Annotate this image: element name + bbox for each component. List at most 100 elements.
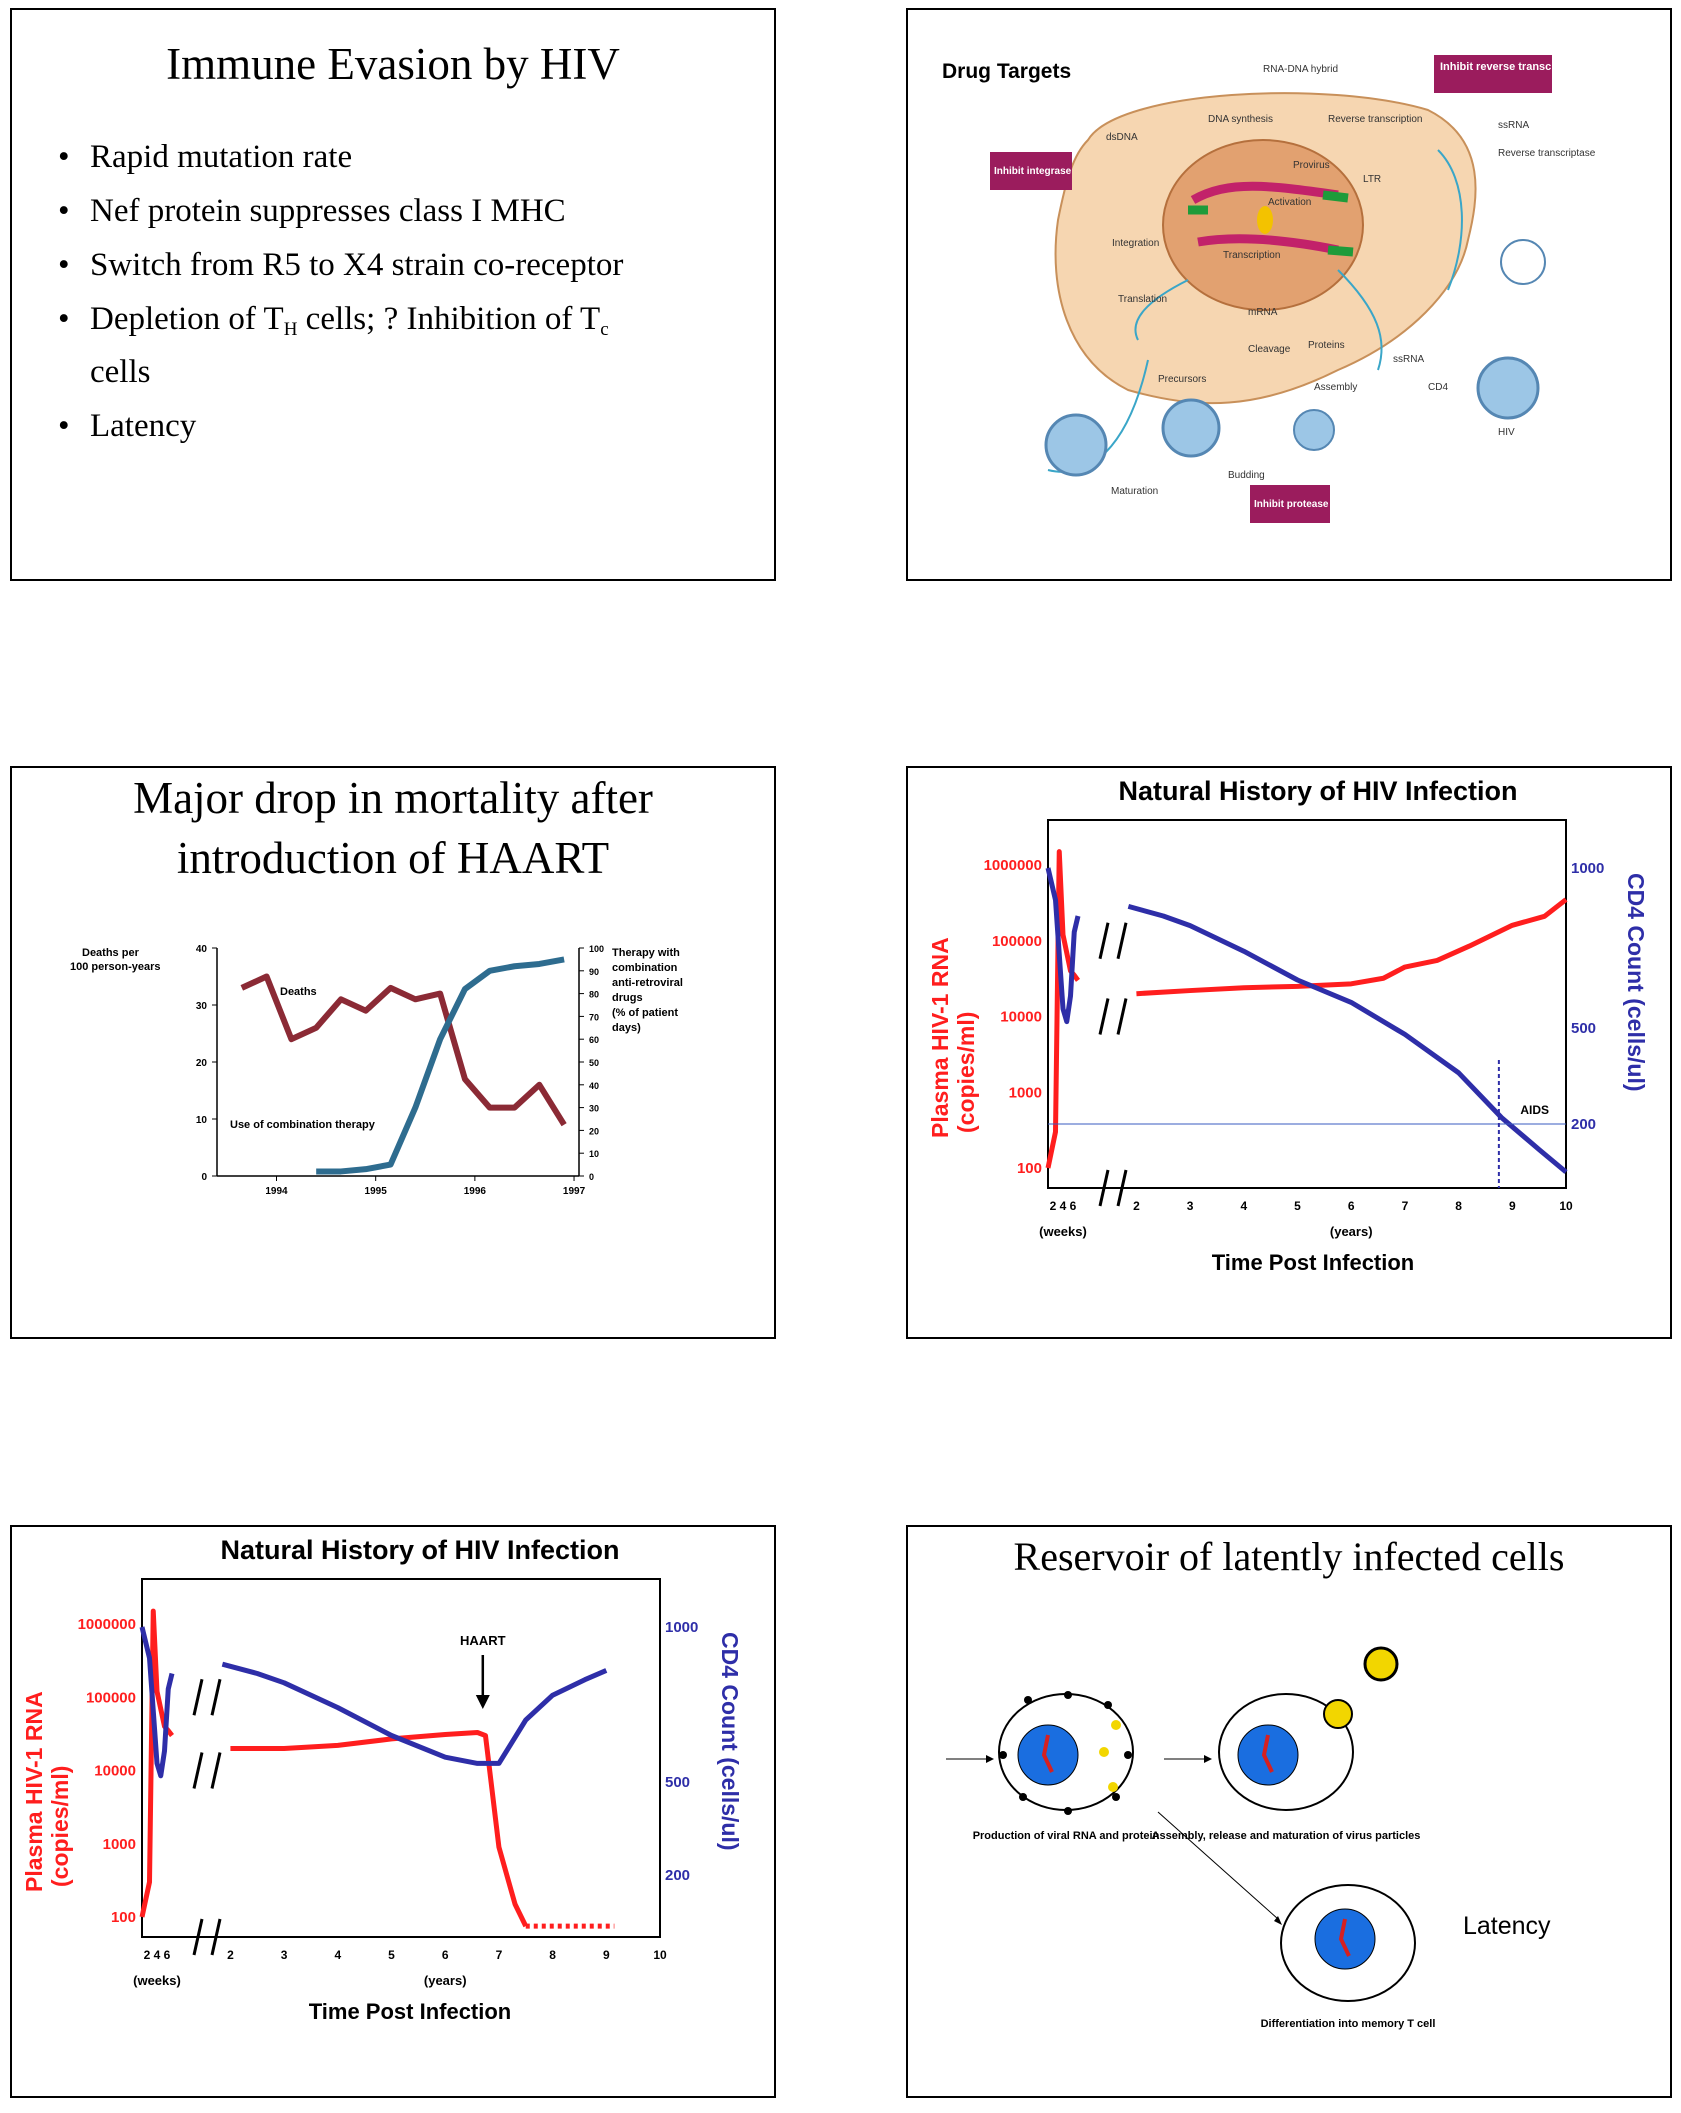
label: Transcription xyxy=(1223,250,1280,261)
right-tick-label: 1000 xyxy=(1571,860,1604,877)
label: CD4 xyxy=(1428,382,1448,393)
label: Reverse transcription xyxy=(1328,114,1422,125)
subscript-text: c xyxy=(600,319,609,340)
viral-proteins xyxy=(1099,1720,1121,1792)
label: Translation xyxy=(1118,294,1167,305)
x-tick-year: 4 xyxy=(1240,1199,1247,1213)
virion-assembly xyxy=(1293,409,1335,451)
mature-virion xyxy=(1363,1646,1399,1682)
label: Provirus xyxy=(1293,160,1330,171)
hiv-lifecycle-diagram: Drug Targets Inhibit reverse transcripti… xyxy=(942,55,1596,523)
x-tick-year: 7 xyxy=(496,1948,503,1962)
left-y-label: (copies/ml) xyxy=(953,1012,979,1133)
x-tick-year: 3 xyxy=(281,1948,288,1962)
break-mark-middle xyxy=(210,1752,222,1789)
left-tick-label: 10 xyxy=(196,1115,208,1126)
latency-label: Latency xyxy=(1463,1912,1551,1940)
left-y-label: (copies/ml) xyxy=(47,1766,73,1887)
label: Precursors xyxy=(1158,374,1206,385)
slide-title-line1: Major drop in mortality after xyxy=(133,773,653,823)
right-tick-label: 90 xyxy=(589,967,599,977)
cd4-line-early xyxy=(1045,867,1081,1025)
left-tick-label: 30 xyxy=(196,1001,208,1012)
latency-diagram: Production of viral RNA and protein Asse… xyxy=(946,1646,1551,2030)
right-axis-label: anti-retroviral xyxy=(612,977,683,989)
x-tick-year: 8 xyxy=(549,1948,556,1962)
left-tick-label: 1000 xyxy=(103,1836,136,1853)
right-y-label: CD4 Count (cells/ul) xyxy=(717,1632,743,1851)
break-mark-upper xyxy=(1098,922,1110,960)
natural-history-haart-chart: Natural History of HIV Infection Plasma … xyxy=(21,1535,743,2024)
break-mark-middle xyxy=(1116,998,1128,1035)
left-tick-label: 40 xyxy=(196,944,208,955)
membrane-proteins xyxy=(999,1691,1132,1815)
ltr-segment xyxy=(1322,190,1349,203)
x-tick-label: 1994 xyxy=(265,1186,288,1197)
bullet-item: Rapid mutation rate xyxy=(42,136,623,178)
label: Maturation xyxy=(1111,486,1158,497)
series-label-deaths: Deaths xyxy=(280,986,317,998)
break-mark-middle xyxy=(192,1752,204,1789)
badge-text: Inhibit reverse transcription xyxy=(1440,61,1586,73)
diagram-labels: RNA-DNA hybrid DNA synthesis Reverse tra… xyxy=(1106,64,1596,497)
left-tick-label: 1000000 xyxy=(78,1616,136,1633)
right-axis-label: combination xyxy=(612,962,678,974)
series-label-therapy: Use of combination therapy xyxy=(230,1119,376,1131)
left-axis-label: 100 person-years xyxy=(70,961,161,973)
slide-reservoir: Reservoir of latently infected cells Pro… xyxy=(906,1525,1672,2098)
break-mark-bottom xyxy=(210,1918,222,1956)
right-axis-label: days) xyxy=(612,1022,641,1034)
x-tick-year: 2 xyxy=(1133,1199,1140,1213)
right-y-label: CD4 Count (cells/ul) xyxy=(1623,873,1649,1092)
right-tick-label: 200 xyxy=(665,1867,690,1884)
mortality-chart: Deaths per 100 person-years Therapy with… xyxy=(70,944,683,1197)
series-line xyxy=(240,973,567,1127)
label: Assembly xyxy=(1314,382,1357,393)
right-tick-label: 30 xyxy=(589,1104,599,1114)
x-tick-year: 6 xyxy=(442,1948,449,1962)
x-tick-label: 1997 xyxy=(563,1186,586,1197)
break-mark-bottom xyxy=(192,1918,204,1956)
right-tick-label: 200 xyxy=(1571,1116,1596,1133)
weeks-label: (weeks) xyxy=(133,1973,181,1988)
x-tick-weeks: 2 4 6 xyxy=(144,1948,171,1962)
break-mark-upper xyxy=(1116,922,1128,960)
virion-entering xyxy=(1500,239,1546,285)
x-axis-label: Time Post Infection xyxy=(1212,1250,1415,1275)
bullet-text: cells xyxy=(90,354,151,390)
label: Budding xyxy=(1228,470,1265,481)
activation-factor xyxy=(1257,206,1273,234)
right-tick-label: 500 xyxy=(1571,1020,1596,1037)
right-tick-label: 100 xyxy=(589,944,604,954)
x-tick-year: 6 xyxy=(1348,1199,1355,1213)
left-tick-label: 100 xyxy=(111,1909,136,1926)
label: Activation xyxy=(1268,197,1311,208)
right-axis-label: Therapy with xyxy=(612,947,680,959)
x-tick-weeks: 2 4 6 xyxy=(1050,1199,1077,1213)
flow-arrow xyxy=(1134,279,1189,341)
left-tick-label: 20 xyxy=(196,1058,208,1069)
label: ssRNA xyxy=(1498,120,1529,131)
cell-nucleus xyxy=(1237,1724,1299,1786)
x-tick-year: 3 xyxy=(1187,1199,1194,1213)
rna-line-late xyxy=(230,1730,529,1928)
left-tick-label: 1000000 xyxy=(984,857,1042,874)
diagram-title: Drug Targets xyxy=(942,60,1071,83)
label: mRNA xyxy=(1248,307,1278,318)
right-tick-label: 0 xyxy=(589,1172,594,1182)
arrowhead xyxy=(1274,1916,1282,1925)
cell-nucleus xyxy=(1017,1724,1079,1786)
left-tick-label: 100000 xyxy=(86,1689,136,1706)
years-label: (years) xyxy=(424,1973,467,1988)
badge-inhibit-protease xyxy=(1250,485,1330,523)
x-tick-year: 8 xyxy=(1455,1199,1462,1213)
slide-mortality-drop: Major drop in mortality after introducti… xyxy=(10,766,776,1339)
flow-arrow xyxy=(1437,149,1463,291)
left-tick-label: 100000 xyxy=(992,933,1042,950)
haart-arrowhead xyxy=(475,1695,490,1709)
label: dsDNA xyxy=(1106,132,1138,143)
years-label: (years) xyxy=(1330,1224,1373,1239)
x-tick-year: 10 xyxy=(653,1948,667,1962)
haart-label: HAART xyxy=(460,1633,506,1648)
badge-text: Inhibit protease xyxy=(1254,499,1329,510)
